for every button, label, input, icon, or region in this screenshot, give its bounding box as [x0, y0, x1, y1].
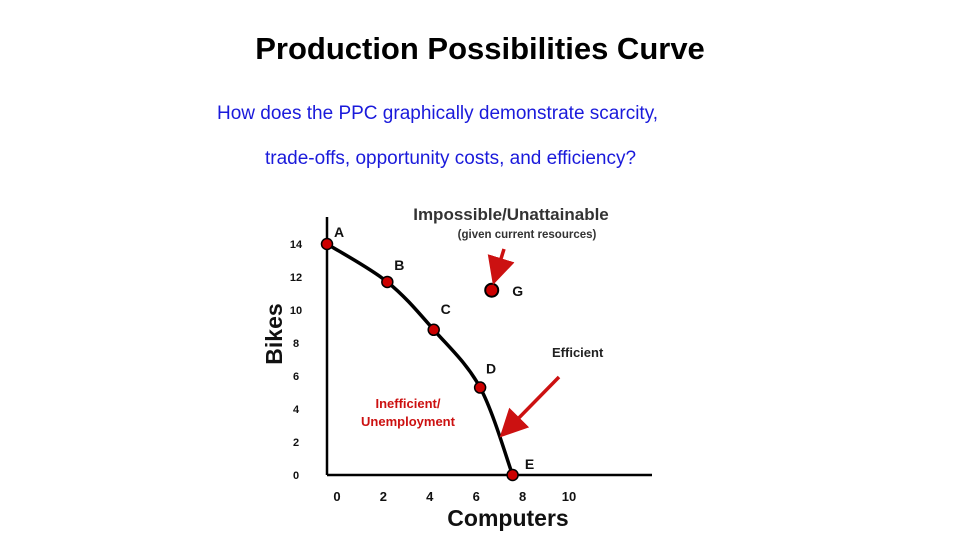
point-label-g: G — [512, 283, 523, 299]
curve-points: A B C D E G — [320, 224, 534, 482]
point-label-e: E — [525, 456, 534, 472]
y-axis-label: Bikes — [261, 303, 287, 364]
y-tick-label: 12 — [290, 272, 302, 284]
curve-point-e — [506, 468, 519, 482]
point-label-a: A — [334, 224, 344, 240]
question-line-2: trade-offs, opportunity costs, and effic… — [265, 148, 637, 169]
x-axis-label: Computers — [447, 505, 568, 531]
y-tick-label: 4 — [293, 404, 300, 416]
curve-point-b — [381, 275, 394, 289]
x-tick-label: 6 — [473, 489, 480, 504]
x-tick-label: 0 — [333, 489, 340, 504]
curve-point-d — [473, 381, 487, 394]
slide-title: Production Possibilities Curve — [255, 31, 705, 66]
y-tick-label: 8 — [293, 338, 299, 350]
inefficient-label-line1: Inefficient/ — [375, 396, 440, 411]
curve-point-c — [427, 323, 440, 337]
curve-point-a — [320, 237, 334, 251]
y-tick-label: 10 — [290, 305, 302, 317]
x-tick-label: 2 — [380, 489, 387, 504]
point-g — [484, 282, 500, 298]
y-tick-label: 0 — [293, 470, 299, 482]
question-line-1: How does the PPC graphically demonstrate… — [217, 103, 659, 124]
y-tick-label: 14 — [290, 239, 303, 251]
point-label-b: B — [394, 257, 404, 273]
x-tick-label: 8 — [519, 489, 526, 504]
y-tick-label: 2 — [293, 437, 299, 449]
x-tick-labels: 0 2 4 6 8 10 — [333, 489, 576, 504]
ppc-curve — [326, 242, 515, 476]
x-tick-label: 10 — [562, 489, 576, 504]
impossible-sublabel: (given current resources) — [458, 229, 597, 241]
impossible-label: Impossible/Unattainable — [413, 205, 609, 224]
efficient-label: Efficient — [552, 345, 604, 360]
y-tick-label: 6 — [293, 371, 299, 383]
impossible-arrow — [487, 248, 515, 286]
efficient-arrow — [499, 375, 561, 438]
inefficient-label-line2: Unemployment — [361, 414, 456, 429]
point-label-d: D — [486, 361, 496, 377]
point-label-c: C — [441, 301, 451, 317]
x-tick-label: 4 — [426, 489, 434, 504]
y-tick-labels: 0 2 4 6 8 10 12 14 — [290, 239, 303, 482]
